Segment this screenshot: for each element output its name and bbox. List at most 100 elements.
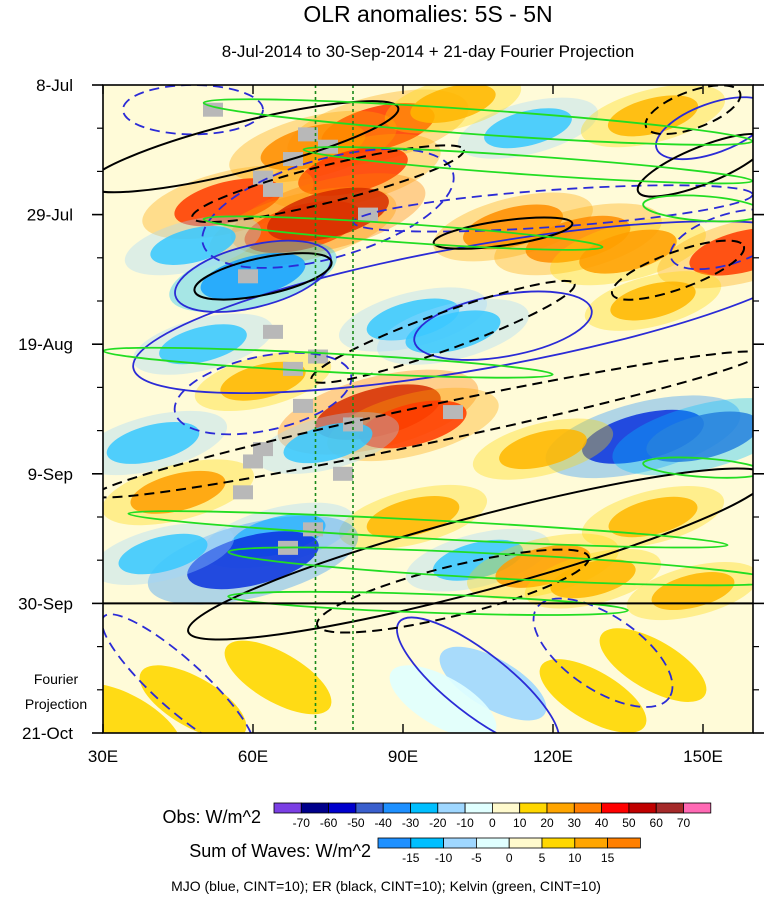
obs-anomaly-30 <box>550 559 636 599</box>
waves-colorbar-swatch-2 <box>443 837 477 849</box>
y-axis: 8-Jul 29-Jul 19-Aug 9-Sep 30-Sep 21-Oct <box>18 76 764 743</box>
obs-anomaly-halo-17 <box>256 411 400 474</box>
obs-anomaly-halo-5 <box>230 173 426 256</box>
obs-colorbar-swatch-1 <box>300 802 329 814</box>
projection-anomaly-2 <box>439 646 547 721</box>
missing-cell-9 <box>308 349 328 364</box>
obs-anomaly-halo-30 <box>524 548 662 609</box>
projection-anomaly-4 <box>599 628 707 702</box>
mjo-contour-4 <box>413 290 593 361</box>
obs-anomaly-31 <box>651 572 735 611</box>
obs-anomaly-11 <box>150 225 236 265</box>
obs-anomaly-halo-19 <box>612 398 753 476</box>
reference-lines <box>314 85 354 733</box>
kelvin-contour-4 <box>642 456 753 479</box>
projection-anomaly-0 <box>224 640 332 715</box>
y-tick-label-3: 9-Sep <box>28 465 73 484</box>
mjo-contour-6 <box>655 96 753 161</box>
obs-anomaly-halo-8 <box>550 217 706 286</box>
x-tick-label-2: 90E <box>388 747 418 766</box>
waves-colorbar-swatch-0 <box>377 837 412 849</box>
missing-cell-15 <box>233 485 253 500</box>
contour-legend-footer: MJO (blue, CINT=10); ER (black, CINT=10)… <box>171 878 601 894</box>
obs-anomaly-5 <box>267 187 389 242</box>
wave-contours <box>103 85 753 733</box>
obs-anomaly-halo-33 <box>580 85 726 148</box>
obs-colorbar-label-2: -50 <box>347 816 365 830</box>
er-contour-8 <box>316 548 590 634</box>
mjo-contour-0 <box>122 85 264 136</box>
obs-colorbar-swatch-9 <box>519 802 548 814</box>
obs-anomaly-20 <box>106 421 200 464</box>
er-contour-9 <box>103 350 753 499</box>
waves-colorbar-title: Sum of Waves: W/m^2 <box>189 841 371 861</box>
obs-anomaly-19 <box>646 411 753 463</box>
obs-anomaly-27 <box>118 533 208 575</box>
er-contour-3 <box>310 279 576 384</box>
obs-anomaly-34 <box>410 85 496 124</box>
obs-anomaly-halo-31 <box>626 561 753 621</box>
projection-anomaly-6 <box>103 683 182 733</box>
obs-colorbar-swatch-13 <box>628 802 657 814</box>
obs-colorbar-swatch-0 <box>273 802 302 814</box>
obs-anomaly-halo-6 <box>433 192 593 262</box>
mjo-contour-8 <box>173 351 353 436</box>
anomaly-shading <box>103 85 753 733</box>
mjo-contour-1 <box>201 148 455 269</box>
kelvin-contour-7 <box>227 590 629 616</box>
obs-anomaly-halo-13 <box>377 298 529 365</box>
missing-cell-18 <box>343 417 363 432</box>
obs-colorbar-label-1: -60 <box>320 816 338 830</box>
obs-colorbar-label-6: -10 <box>456 816 474 830</box>
er-contour-5 <box>636 132 753 198</box>
obs-colorbar-swatch-8 <box>491 802 521 814</box>
missing-cell-14 <box>333 466 353 481</box>
y-tick-label-0: 8-Jul <box>36 76 73 95</box>
waves-colorbar-swatch-4 <box>508 837 543 849</box>
obs-colorbar-label-3: -40 <box>375 816 393 830</box>
projection-label-line2: Projection <box>25 696 87 712</box>
plot-frame <box>102 84 754 734</box>
er-contour-0 <box>103 100 400 194</box>
obs-anomaly-halo-34 <box>384 85 522 134</box>
obs-colorbar-swatch-10 <box>546 802 575 814</box>
missing-cell-12 <box>253 442 273 457</box>
missing-cell-10 <box>283 361 303 376</box>
projection-label-line1: Fourier <box>34 671 79 687</box>
waves-colorbar-label-6: 15 <box>601 851 615 865</box>
y-tick-label-5: 21-Oct <box>22 724 73 743</box>
obs-anomaly-33 <box>607 95 699 137</box>
obs-colorbar-swatch-2 <box>328 802 357 814</box>
obs-colorbar-label-11: 40 <box>595 816 609 830</box>
missing-cell-13 <box>243 454 263 469</box>
obs-colorbar-label-0: -70 <box>293 816 311 830</box>
obs-anomaly-21 <box>499 429 587 470</box>
obs-colorbar-label-4: -30 <box>402 816 420 830</box>
missing-cell-11 <box>293 398 313 413</box>
er-contour-4 <box>193 252 333 301</box>
waves-colorbar-swatch-5 <box>541 837 576 849</box>
kelvin-contour-8 <box>642 194 753 223</box>
missing-cell-0 <box>203 102 223 117</box>
obs-anomaly-halo-26 <box>147 515 359 605</box>
obs-colorbar-swatch-7 <box>464 802 493 814</box>
missing-cell-7 <box>238 269 258 284</box>
mjo-contour-3 <box>174 239 332 313</box>
waves-colorbar-label-1: -10 <box>435 851 453 865</box>
er-contour-2 <box>432 216 574 250</box>
obs-colorbar-label-10: 30 <box>568 816 582 830</box>
x-tick-label-1: 60E <box>238 747 268 766</box>
missing-data-cells <box>203 102 463 555</box>
missing-cell-5 <box>263 182 283 197</box>
y-tick-label-2: 19-Aug <box>18 335 73 354</box>
projection-anomaly-5 <box>539 659 647 733</box>
obs-anomaly-24 <box>608 496 698 538</box>
projection-anomaly-1 <box>139 665 247 733</box>
obs-colorbar-swatch-14 <box>655 802 684 814</box>
obs-anomaly-8 <box>579 229 677 274</box>
chart-subtitle: 8-Jul-2014 to 30-Sep-2014 + 21-day Fouri… <box>222 42 635 61</box>
waves-colorbar-label-4: 5 <box>539 851 546 865</box>
kelvin-contour-6 <box>227 546 753 587</box>
kelvin-contour-2 <box>202 215 604 251</box>
